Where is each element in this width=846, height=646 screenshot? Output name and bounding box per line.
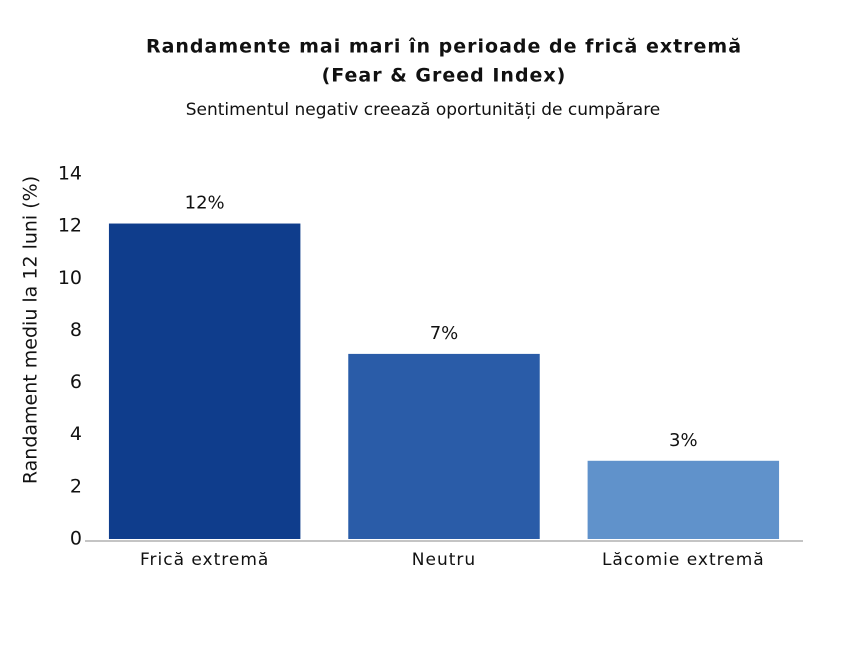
bar — [108, 223, 301, 540]
bar — [587, 460, 780, 539]
y-axis-label: Randament mediu la 12 luni (%) — [20, 176, 42, 484]
value-label: 7% — [430, 323, 459, 344]
y-tick-label: 0 — [70, 528, 82, 550]
bar — [348, 353, 540, 539]
y-tick-label: 8 — [70, 319, 82, 341]
y-tick-label: 12 — [58, 215, 82, 237]
chart-title: (Fear & Greed Index) — [322, 65, 567, 87]
y-tick-label: 10 — [58, 267, 82, 289]
chart-title: Randamente mai mari în perioade de frică… — [146, 36, 742, 58]
y-tick-label: 4 — [70, 423, 82, 445]
y-tick-label: 2 — [70, 475, 82, 497]
y-tick-label: 14 — [58, 163, 82, 185]
x-tick-label: Frică extremă — [140, 550, 269, 570]
chart-subtitle: Sentimentul negativ creează oportunități… — [186, 100, 661, 120]
value-label: 12% — [185, 193, 225, 214]
x-tick-label: Lăcomie extremă — [602, 550, 765, 570]
y-tick-label: 6 — [70, 371, 82, 393]
x-tick-label: Neutru — [412, 550, 476, 570]
value-label: 3% — [669, 430, 698, 451]
